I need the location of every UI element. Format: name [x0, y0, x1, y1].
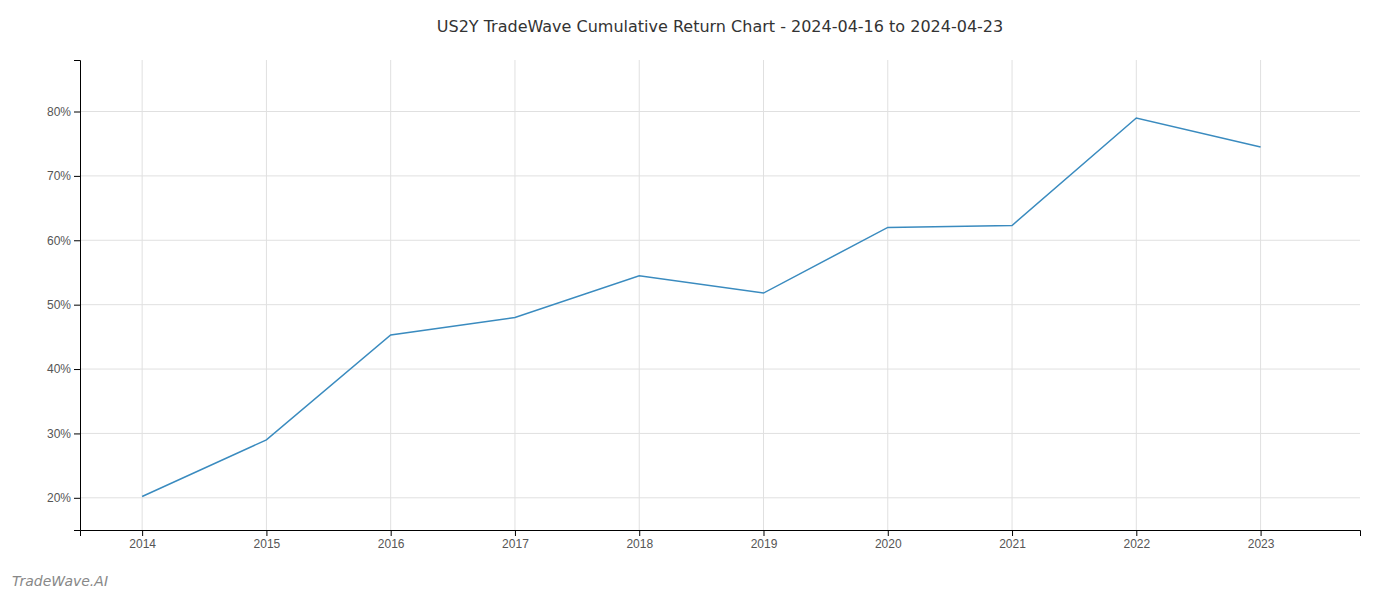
grid-line	[142, 60, 143, 530]
tick-mark	[1136, 530, 1137, 536]
line	[142, 118, 1260, 497]
tick-mark	[74, 112, 80, 113]
tick: 2023	[1248, 530, 1275, 551]
tick-label: 80%	[47, 105, 71, 119]
grid	[80, 60, 1360, 530]
tick-label: 2020	[875, 537, 902, 551]
tick-label: 2014	[129, 537, 156, 551]
tick-mark	[763, 530, 764, 536]
tick-label: 2023	[1248, 537, 1275, 551]
tick: 30%	[47, 427, 80, 441]
tick-label: 50%	[47, 298, 71, 312]
grid-line	[80, 433, 1360, 434]
grid-line	[639, 60, 640, 530]
y-axis: 20% 30% 40% 50% 60% 70% 80%	[47, 61, 81, 531]
tick-label: 70%	[47, 169, 71, 183]
tick: 2019	[751, 530, 778, 551]
tick-label: 2018	[626, 537, 653, 551]
grid-line	[266, 60, 267, 530]
tick-mark	[1261, 530, 1262, 536]
grid-line	[80, 111, 1360, 112]
tick-label: 40%	[47, 362, 71, 376]
grid-line	[80, 369, 1360, 370]
tick-label: 30%	[47, 427, 71, 441]
tick: 80%	[47, 105, 80, 119]
tick-label: 2022	[1123, 537, 1150, 551]
tick: 2016	[378, 530, 405, 551]
tick-mark	[391, 530, 392, 536]
tick-label: 2015	[254, 537, 281, 551]
tick-mark	[888, 530, 889, 536]
tick: 70%	[47, 169, 80, 183]
grid-line	[763, 60, 764, 530]
tick: 2020	[875, 530, 902, 551]
tick-mark	[1012, 530, 1013, 536]
axis-line	[81, 531, 1361, 537]
grid-line	[80, 304, 1360, 305]
grid-line	[1136, 60, 1137, 530]
tick: 40%	[47, 362, 80, 376]
tick: 2015	[254, 530, 281, 551]
tick: 2018	[626, 530, 653, 551]
tick-mark	[74, 305, 80, 306]
tick-label: 20%	[47, 491, 71, 505]
grid-line	[887, 60, 888, 530]
axis-line	[74, 61, 81, 531]
tick: 2017	[502, 530, 529, 551]
tick-mark	[74, 498, 80, 499]
grid-line	[1012, 60, 1013, 530]
tick: 50%	[47, 298, 80, 312]
tick-label: 2017	[502, 537, 529, 551]
title: US2Y TradeWave Cumulative Return Chart -…	[437, 17, 1003, 36]
tick: 20%	[47, 491, 80, 505]
grid-line	[390, 60, 391, 530]
tick-mark	[515, 530, 516, 536]
x-axis: 2014 2015 2016 2017 2018 2019 2020 2021 2022 2023	[81, 530, 1361, 551]
tick-label: 2021	[999, 537, 1026, 551]
tick-mark	[639, 530, 640, 536]
tick-mark	[142, 530, 143, 536]
plot-area	[142, 118, 1260, 497]
tick-mark	[266, 530, 267, 536]
tick: 2014	[129, 530, 156, 551]
tick-label: 2016	[378, 537, 405, 551]
grid-line	[1260, 60, 1261, 530]
grid-line	[80, 497, 1360, 498]
tick-mark	[74, 240, 80, 241]
grid-line	[514, 60, 515, 530]
grid-line	[80, 175, 1360, 176]
tick-mark	[74, 369, 80, 370]
tick-mark	[74, 433, 80, 434]
tick: 2021	[999, 530, 1026, 551]
tick: 2022	[1123, 530, 1150, 551]
watermark: TradeWave.AI	[12, 573, 108, 589]
chart: 2014 2015 2016 2017 2018 2019 2020 2021 2022 2023…	[0, 0, 1400, 600]
grid-line	[80, 240, 1360, 241]
tick: 60%	[47, 234, 80, 248]
tick-label: 60%	[47, 234, 71, 248]
tick-mark	[74, 176, 80, 177]
tick-label: 2019	[751, 537, 778, 551]
